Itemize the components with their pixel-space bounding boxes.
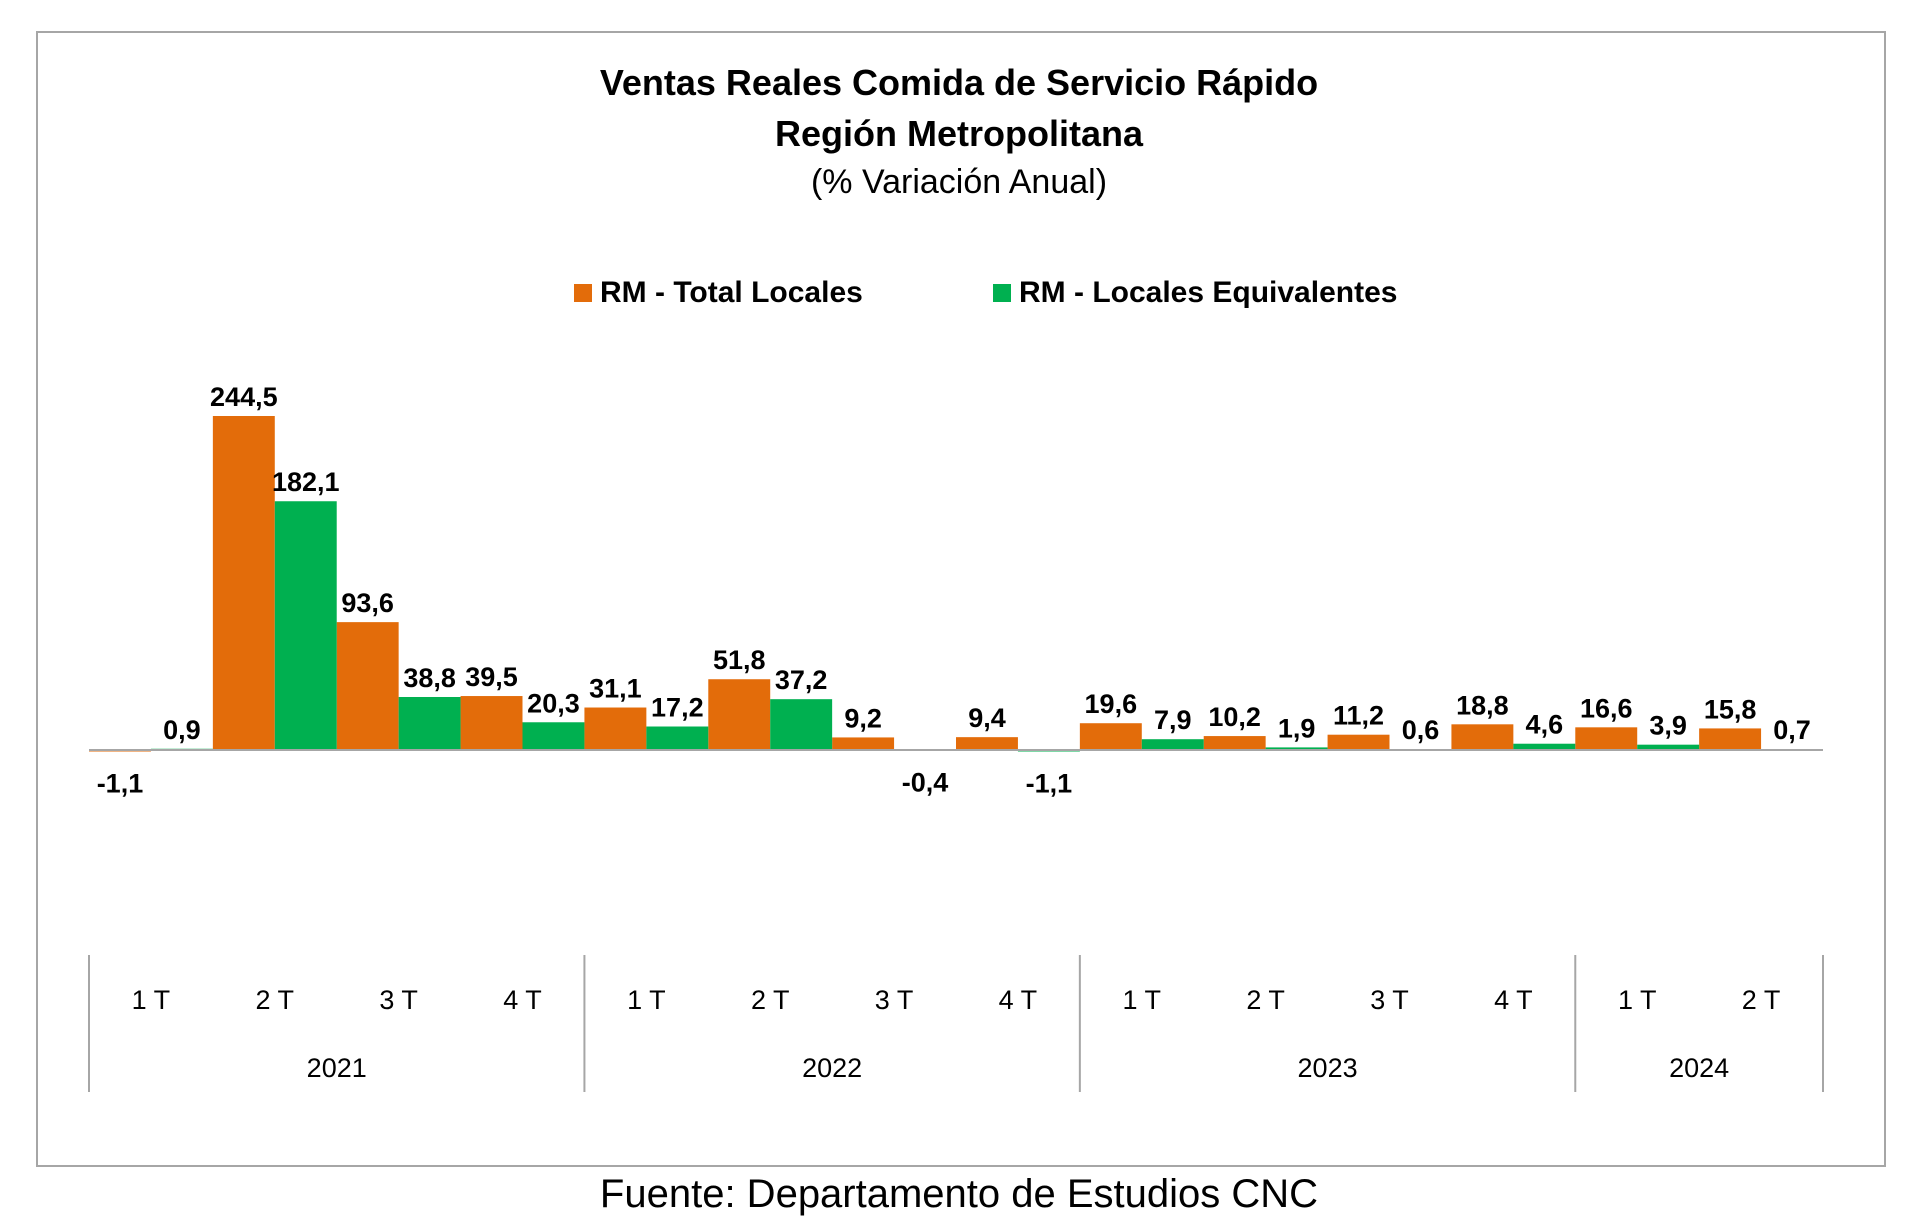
data-label-locales-equivalentes-3: 38,8 — [403, 663, 456, 693]
x-group-label-2021: 2021 — [307, 1053, 367, 1083]
x-tick-label-6: 2 T — [751, 985, 790, 1015]
chart-subtitle: Región Metropolitana — [775, 113, 1143, 154]
bar-locales-equivalentes-3 — [398, 696, 461, 750]
data-label-total-locales-4: 39,5 — [465, 662, 518, 692]
bar-locales-equivalentes-10 — [1265, 747, 1328, 750]
data-label-total-locales-13: 16,6 — [1580, 693, 1633, 723]
bar-total-locales-2 — [212, 416, 275, 750]
data-label-locales-equivalentes-4: 20,3 — [527, 688, 580, 718]
bar-total-locales-14 — [1699, 728, 1762, 750]
x-tick-label-10: 2 T — [1246, 985, 1285, 1015]
data-label-total-locales-12: 18,8 — [1456, 690, 1509, 720]
data-label-total-locales-6: 51,8 — [713, 645, 766, 675]
data-label-locales-equivalentes-9: 7,9 — [1154, 705, 1192, 735]
bar-total-locales-7 — [832, 737, 895, 750]
x-tick-label-2: 2 T — [256, 985, 295, 1015]
legend-swatch-total-locales — [574, 284, 592, 302]
source-note: Fuente: Departamento de Estudios CNC — [599, 1172, 1319, 1216]
x-tick-label-9: 1 T — [1123, 985, 1162, 1015]
data-label-locales-equivalentes-13: 3,9 — [1649, 711, 1687, 741]
legend-swatch-locales-equivalentes — [993, 284, 1011, 302]
data-label-total-locales-14: 15,8 — [1704, 694, 1757, 724]
data-label-total-locales-3: 93,6 — [341, 588, 394, 618]
legend-label-locales-equivalentes: RM - Locales Equivalentes — [1019, 276, 1398, 309]
bar-locales-equivalentes-5 — [646, 726, 709, 750]
bar-total-locales-11 — [1327, 734, 1390, 750]
bar-locales-equivalentes-13 — [1637, 744, 1700, 750]
x-group-label-2023: 2023 — [1298, 1053, 1358, 1083]
bar-total-locales-6 — [708, 679, 771, 750]
x-tick-label-8: 4 T — [999, 985, 1038, 1015]
data-label-locales-equivalentes-6: 37,2 — [775, 665, 828, 695]
bar-total-locales-5 — [584, 707, 647, 750]
data-label-total-locales-1: -1,1 — [97, 769, 144, 799]
legend-label-total-locales: RM - Total Locales — [600, 276, 863, 309]
legend-item-total-locales: RM - Total Locales — [574, 276, 863, 310]
bar-total-locales-3 — [336, 622, 399, 750]
x-tick-label-12: 4 T — [1494, 985, 1533, 1015]
data-label-locales-equivalentes-2: 182,1 — [272, 467, 340, 497]
bar-total-locales-4 — [460, 696, 523, 750]
bar-total-locales-9 — [1079, 723, 1142, 750]
data-label-total-locales-9: 19,6 — [1085, 689, 1138, 719]
x-tick-label-4: 4 T — [503, 985, 542, 1015]
data-label-locales-equivalentes-14: 0,7 — [1773, 715, 1811, 745]
data-label-total-locales-11: 11,2 — [1333, 701, 1384, 731]
bar-total-locales-13 — [1575, 727, 1638, 750]
data-label-locales-equivalentes-11: 0,6 — [1402, 715, 1440, 745]
bar-locales-equivalentes-12 — [1513, 743, 1576, 750]
x-tick-label-13: 1 T — [1618, 985, 1657, 1015]
data-label-locales-equivalentes-10: 1,9 — [1278, 713, 1316, 743]
data-label-total-locales-2: 244,5 — [210, 382, 278, 412]
x-group-label-2022: 2022 — [802, 1053, 862, 1083]
bar-locales-equivalentes-4 — [522, 722, 585, 750]
chart-title: Ventas Reales Comida de Servicio Rápido — [599, 62, 1319, 103]
data-label-locales-equivalentes-12: 4,6 — [1526, 710, 1564, 740]
chart-frame — [36, 31, 1886, 1167]
x-tick-label-1: 1 T — [132, 985, 171, 1015]
legend-item-locales-equivalentes: RM - Locales Equivalentes — [993, 276, 1397, 310]
data-label-locales-equivalentes-1: 0,9 — [163, 715, 201, 745]
bar-locales-equivalentes-6 — [770, 699, 833, 750]
x-tick-label-5: 1 T — [627, 985, 666, 1015]
data-label-locales-equivalentes-5: 17,2 — [651, 693, 704, 723]
bar-total-locales-8 — [956, 737, 1018, 750]
x-tick-label-14: 2 T — [1742, 985, 1781, 1015]
data-label-total-locales-10: 10,2 — [1208, 702, 1261, 732]
data-label-total-locales-7: 9,2 — [844, 703, 882, 733]
bar-locales-equivalentes-9 — [1141, 739, 1204, 750]
x-group-label-2024: 2024 — [1669, 1053, 1729, 1083]
chart-subtitle-units: (% Variación Anual) — [810, 163, 1108, 201]
bar-total-locales-12 — [1451, 724, 1514, 750]
data-label-locales-equivalentes-8: -1,1 — [1026, 769, 1073, 799]
bar-total-locales-10 — [1203, 736, 1266, 750]
x-tick-label-11: 3 T — [1370, 985, 1409, 1015]
data-label-total-locales-8: 9,4 — [968, 703, 1006, 733]
bar-locales-equivalentes-2 — [274, 501, 337, 750]
data-label-locales-equivalentes-7: -0,4 — [902, 768, 949, 798]
x-tick-label-3: 3 T — [379, 985, 418, 1015]
x-tick-label-7: 3 T — [875, 985, 914, 1015]
data-label-total-locales-5: 31,1 — [589, 674, 642, 704]
